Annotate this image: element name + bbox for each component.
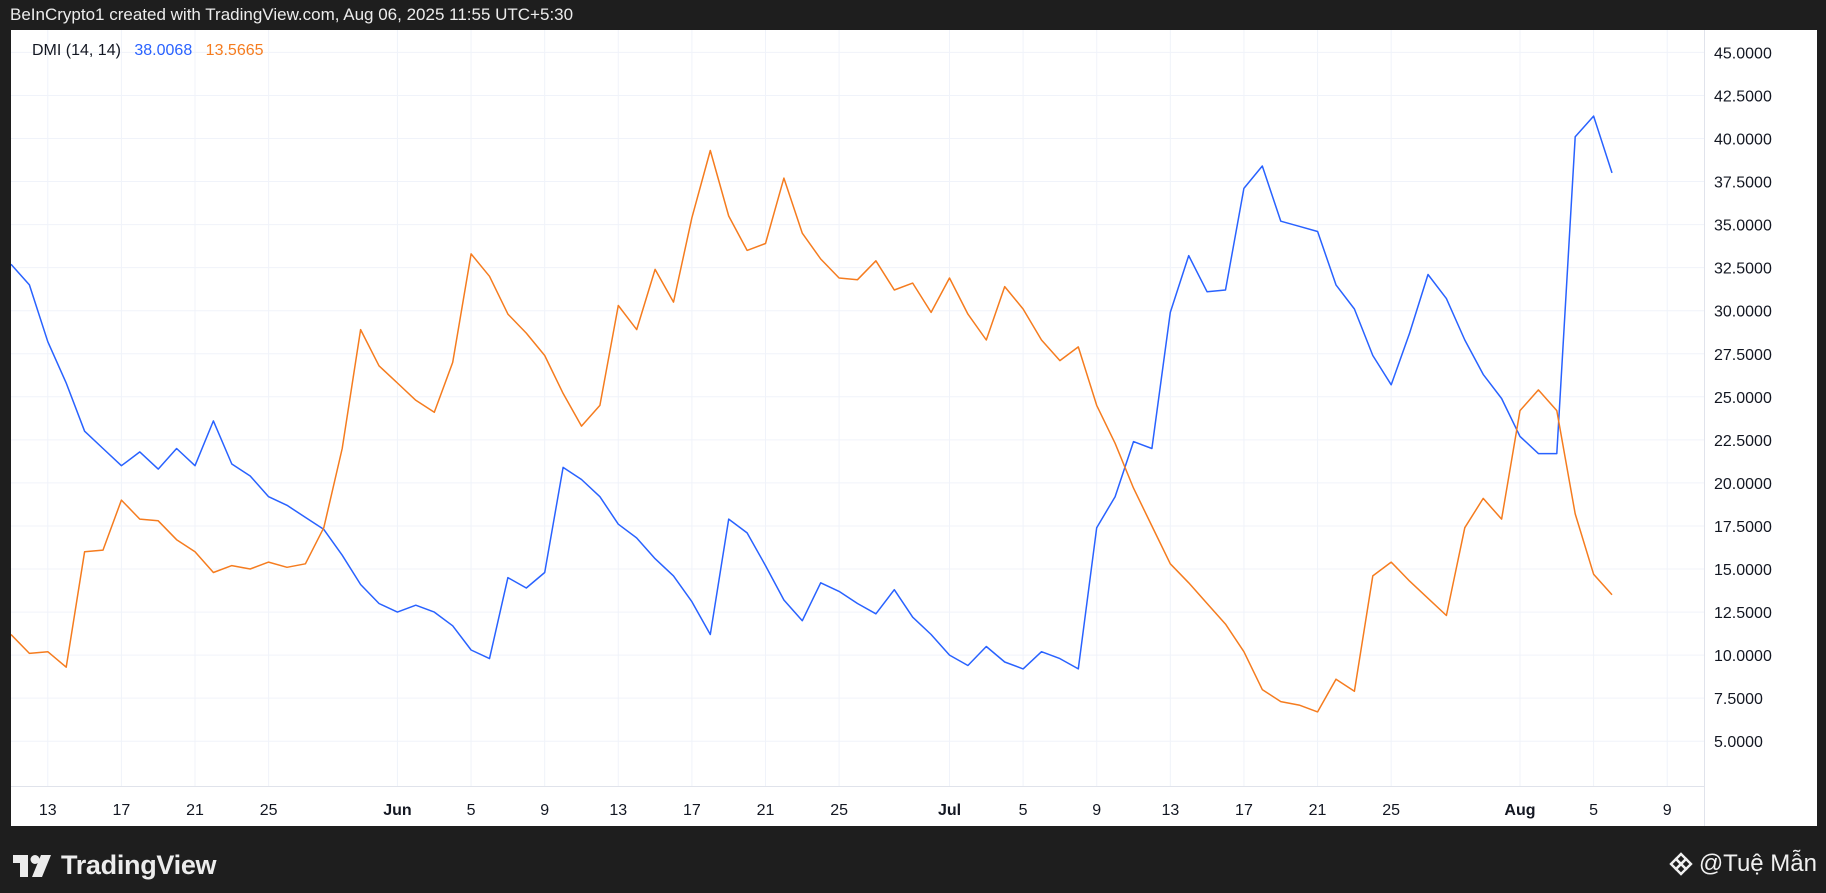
- y-tick-label: 22.5000: [1714, 433, 1772, 450]
- x-tick-label: 5: [467, 802, 476, 819]
- x-tick-label: 5: [1589, 802, 1598, 819]
- x-tick-label: 9: [540, 802, 549, 819]
- attribution-text: BeInCrypto1 created with TradingView.com…: [10, 5, 574, 24]
- chart-panel[interactable]: 45.0000 42.5000 40.0000 37.5000 35.0000 32.50…: [11, 30, 1817, 826]
- x-tick-label: 9: [1663, 802, 1672, 819]
- binance-diamond-icon: [1669, 852, 1693, 876]
- y-tick-label: 27.5000: [1714, 347, 1772, 364]
- y-tick-label: 32.5000: [1714, 261, 1772, 278]
- footer-bar: TradingView @Tuệ Mẫn: [0, 826, 1826, 893]
- legend-minus-di-value: 13.5665: [205, 42, 264, 59]
- y-tick-label: 20.0000: [1714, 476, 1772, 493]
- watermark-text: @Tuệ Mẫn: [1698, 850, 1817, 877]
- x-tick-label: Jul: [938, 802, 961, 819]
- y-tick-label: 5.0000: [1714, 734, 1763, 751]
- y-tick-label: 35.0000: [1714, 218, 1772, 235]
- y-tick-label: 15.0000: [1714, 562, 1772, 579]
- x-tick-label: 13: [1161, 802, 1179, 819]
- author-watermark: @Tuệ Mẫn: [1669, 850, 1817, 878]
- x-tick-label: 25: [830, 802, 848, 819]
- x-tick-label: 25: [260, 802, 278, 819]
- plus-di-line[interactable]: [11, 115, 1613, 670]
- x-tick-label: 21: [1309, 802, 1327, 819]
- y-tick-label: 10.0000: [1714, 648, 1772, 665]
- indicator-legend[interactable]: DMI (14, 14) 38.0068 13.5665: [32, 42, 273, 60]
- x-tick-label: 17: [1235, 802, 1253, 819]
- y-tick-label: 30.0000: [1714, 304, 1772, 321]
- x-tick-label: 25: [1382, 802, 1400, 819]
- x-tick-label: 17: [683, 802, 701, 819]
- x-tick-label: 13: [39, 802, 57, 819]
- x-tick-label: 13: [609, 802, 627, 819]
- y-tick-label: 42.5000: [1714, 88, 1772, 105]
- brand-name: TradingView: [61, 850, 217, 880]
- legend-indicator-name: DMI (14, 14): [32, 42, 121, 59]
- x-tick-label: 17: [113, 802, 131, 819]
- tradingview-brand[interactable]: TradingView: [13, 850, 217, 881]
- x-tick-label: 21: [186, 802, 204, 819]
- y-tick-label: 40.0000: [1714, 131, 1772, 148]
- x-tick-label: 9: [1092, 802, 1101, 819]
- tradingview-logo-icon: [13, 854, 51, 877]
- x-tick-label: 21: [757, 802, 775, 819]
- minus-di-line[interactable]: [11, 149, 1613, 713]
- legend-plus-di-value: 38.0068: [134, 42, 193, 59]
- y-tick-label: 12.5000: [1714, 605, 1772, 622]
- x-tick-label: 5: [1019, 802, 1028, 819]
- y-tick-label: 45.0000: [1714, 45, 1772, 62]
- y-tick-label: 7.5000: [1714, 691, 1763, 708]
- y-tick-label: 25.0000: [1714, 390, 1772, 407]
- dmi-chart[interactable]: 45.0000 42.5000 40.0000 37.5000 35.0000 32.50…: [11, 30, 1817, 826]
- x-tick-label: Aug: [1504, 802, 1535, 819]
- x-tick-label: Jun: [383, 802, 411, 819]
- attribution-bar: BeInCrypto1 created with TradingView.com…: [0, 0, 1826, 30]
- y-tick-label: 17.5000: [1714, 519, 1772, 536]
- y-tick-label: 37.5000: [1714, 175, 1772, 192]
